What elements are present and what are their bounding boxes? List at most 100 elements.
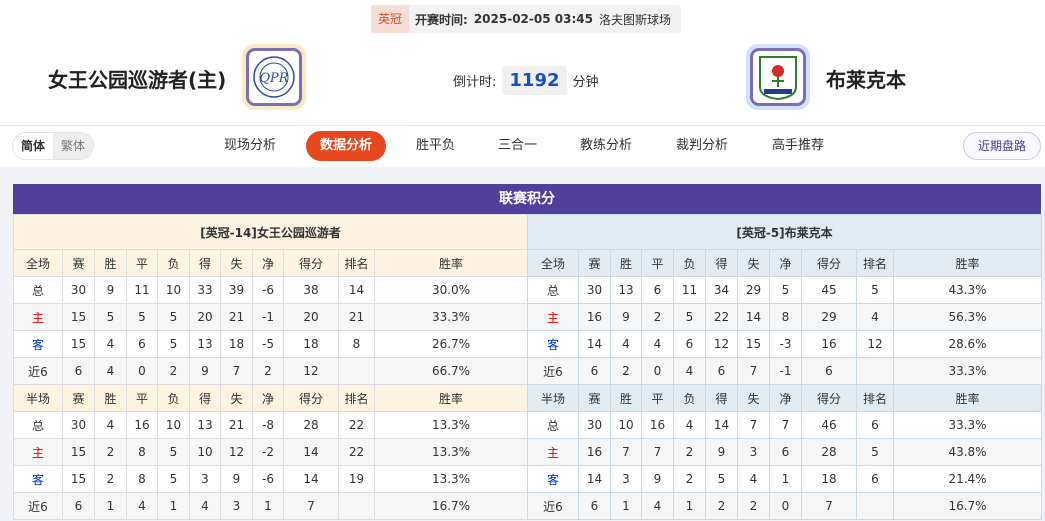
column-header: 胜率 bbox=[892, 249, 1043, 277]
cell: 9 bbox=[610, 303, 642, 331]
column-header: 全场 bbox=[13, 249, 63, 277]
recent-handicap-button[interactable]: 近期盘路 bbox=[962, 132, 1041, 160]
column-header: 净 bbox=[769, 384, 802, 412]
row-label: 客 bbox=[527, 330, 579, 358]
cell: 30 bbox=[62, 276, 95, 304]
qpr-crest-icon: QPR bbox=[253, 56, 295, 98]
cell: 5 bbox=[157, 330, 190, 358]
cell bbox=[856, 357, 894, 385]
cell: 4 bbox=[94, 330, 127, 358]
venue: 洛夫图斯球场 bbox=[598, 12, 671, 27]
cell: 15 bbox=[62, 465, 95, 493]
table-row: 总 30 9 11 10 33 39 -6 38 14 30.0% bbox=[13, 276, 529, 304]
cell: 2 bbox=[641, 303, 674, 331]
cell: 15 bbox=[62, 303, 95, 331]
tab-2[interactable]: 胜平负 bbox=[416, 138, 456, 153]
row-label: 主 bbox=[13, 438, 63, 466]
cell: 5 bbox=[126, 303, 158, 331]
table-row: 客 15 2 8 5 3 9 -6 14 19 13.3% bbox=[13, 465, 529, 493]
cell: 13 bbox=[610, 276, 642, 304]
cell: 7 bbox=[283, 492, 339, 520]
cell: 9 bbox=[189, 357, 221, 385]
cell: 8 bbox=[126, 465, 158, 493]
cell: 1 bbox=[673, 492, 706, 520]
cell: 1 bbox=[610, 492, 642, 520]
tab-0[interactable]: 现场分析 bbox=[224, 138, 277, 153]
cell: 16 bbox=[578, 438, 611, 466]
cell: 22 bbox=[338, 411, 375, 439]
cell: 9 bbox=[220, 465, 253, 493]
cell: 5 bbox=[856, 438, 894, 466]
cell: 5 bbox=[856, 276, 894, 304]
blackburn-crest-icon bbox=[759, 56, 797, 101]
column-header: 赛 bbox=[62, 249, 95, 277]
cell: 16 bbox=[578, 303, 611, 331]
cell: 5 bbox=[94, 303, 127, 331]
cell: 16.7% bbox=[373, 492, 529, 520]
cell: 30 bbox=[62, 411, 95, 439]
cell: 4 bbox=[126, 492, 158, 520]
cell: 6 bbox=[578, 357, 611, 385]
column-header: 赛 bbox=[62, 384, 95, 412]
cell bbox=[338, 492, 375, 520]
away-team-name[interactable]: 布莱克本 bbox=[826, 68, 906, 92]
column-header: 全场 bbox=[527, 249, 579, 277]
column-header: 得分 bbox=[283, 384, 339, 412]
cell bbox=[856, 492, 894, 520]
cell: 26.7% bbox=[373, 330, 529, 358]
cell: 6 bbox=[673, 330, 706, 358]
row-label: 主 bbox=[13, 303, 63, 331]
tab-5[interactable]: 裁判分析 bbox=[676, 138, 729, 153]
table-row: 总 30 4 16 10 13 21 -8 28 22 13.3% bbox=[13, 411, 529, 439]
team-standings-title[interactable]: [英冠-14]女王公园巡游者 bbox=[12, 214, 529, 250]
row-label: 近6 bbox=[527, 357, 579, 385]
countdown-label: 倒计时: bbox=[453, 75, 497, 90]
tab-6[interactable]: 高手推荐 bbox=[772, 138, 825, 153]
cell: 56.3% bbox=[892, 303, 1043, 331]
league-badge[interactable]: 英冠 bbox=[371, 5, 410, 33]
table-row: 主 15 2 8 5 10 12 -2 14 22 13.3% bbox=[13, 438, 529, 466]
cell: 16 bbox=[801, 330, 857, 358]
cell: 5 bbox=[157, 465, 190, 493]
home-team-name[interactable]: 女王公园巡游者(主) bbox=[48, 68, 227, 92]
cell: 2 bbox=[673, 465, 706, 493]
tab-1[interactable]: 数据分析 bbox=[306, 131, 387, 161]
cell: 9 bbox=[641, 465, 674, 493]
standings-title: 联赛积分 bbox=[13, 184, 1041, 214]
cell: 10 bbox=[610, 411, 642, 439]
cell: 21 bbox=[338, 303, 375, 331]
cell: 7 bbox=[769, 411, 802, 439]
column-header: 失 bbox=[737, 249, 770, 277]
column-header: 胜率 bbox=[892, 384, 1043, 412]
table-row: 总 30 10 16 4 14 7 7 46 6 33.3% bbox=[527, 411, 1043, 439]
cell: 3 bbox=[610, 465, 642, 493]
table-row: 主 16 9 2 5 22 14 8 29 4 56.3% bbox=[527, 303, 1043, 331]
cell: -1 bbox=[252, 303, 284, 331]
cell: 14 bbox=[737, 303, 770, 331]
row-label: 近6 bbox=[527, 492, 579, 520]
cell: 11 bbox=[673, 276, 706, 304]
simplified-button[interactable]: 简体 bbox=[13, 133, 54, 159]
cell: 8 bbox=[126, 438, 158, 466]
kickoff-label: 开赛时间: bbox=[415, 12, 468, 27]
cell: 9 bbox=[94, 276, 127, 304]
team-standings-title[interactable]: [英冠-5]布莱克本 bbox=[526, 214, 1043, 250]
cell: 22 bbox=[338, 438, 375, 466]
cell: 8 bbox=[338, 330, 375, 358]
cell: 2 bbox=[252, 357, 284, 385]
column-header: 得分 bbox=[801, 249, 857, 277]
cell: 39 bbox=[220, 276, 253, 304]
away-team-logo[interactable] bbox=[746, 44, 810, 110]
cell: 29 bbox=[737, 276, 770, 304]
tab-3[interactable]: 三合一 bbox=[498, 138, 538, 153]
column-header: 平 bbox=[126, 249, 158, 277]
kickoff-time: 2025-02-05 03:45 bbox=[473, 12, 593, 26]
traditional-button[interactable]: 繁体 bbox=[61, 139, 86, 153]
cell: 7 bbox=[801, 492, 857, 520]
home-team-logo[interactable]: QPR bbox=[242, 44, 306, 110]
cell: 3 bbox=[189, 465, 221, 493]
tab-4[interactable]: 教练分析 bbox=[580, 138, 633, 153]
table-row: 总 30 13 6 11 34 29 5 45 5 43.3% bbox=[527, 276, 1043, 304]
cell: 43.8% bbox=[892, 438, 1043, 466]
cell: 4 bbox=[673, 357, 706, 385]
